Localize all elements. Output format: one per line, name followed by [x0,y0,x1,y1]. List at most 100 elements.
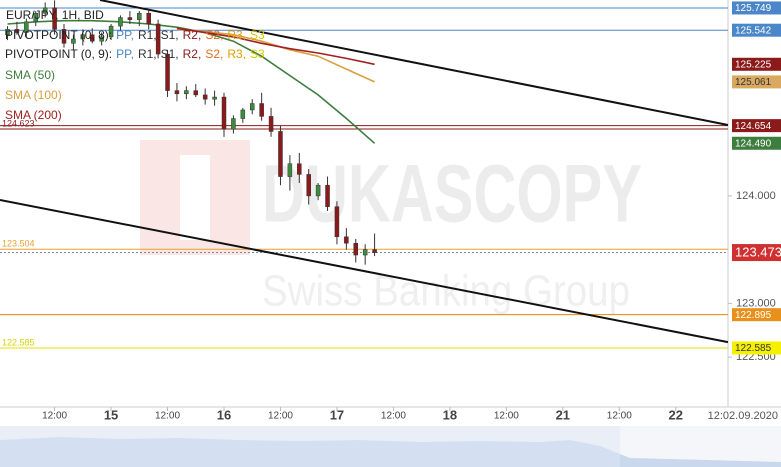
x-tick-label: 16 [217,407,231,422]
x-tick-label: 12:00 [155,411,180,422]
candle-body [362,249,368,256]
watermark-tagline: Swiss Banking Group [262,267,630,316]
legend-item: S3 [250,47,265,61]
legend-item: S3 [250,28,265,42]
candle-body [221,96,227,130]
price-label: 125.542 [735,25,772,36]
y-tick-label: 124.000 [736,190,776,202]
legend-item: R1, [138,28,157,42]
price-label: 124.490 [735,138,772,149]
candle-body [42,7,48,14]
candle-body [353,242,359,256]
candle-body [165,53,170,91]
candle-body [344,236,349,244]
candle-body [259,103,264,117]
candle-body [297,163,302,175]
candle-body [202,94,208,100]
candle-body [127,17,133,20]
price-label-bg [732,136,781,150]
y-tick-label: 123.000 [736,297,776,309]
watermark: DUKASCOPY Swiss Banking Group [140,140,642,316]
candle-body [146,12,151,25]
legend-item: S1, [161,47,179,61]
x-tick-label: 17 [330,407,344,422]
candle-body [99,36,104,42]
legend-sma: SMA (200) [5,108,62,122]
candle-body [231,118,236,130]
sma-line [176,27,375,66]
candle-body [14,29,20,33]
legend-item: PP, [116,47,134,61]
price-label-bg [732,75,781,89]
price-label: 122.895 [735,310,772,321]
x-tick-label: 12:00 [494,411,519,422]
price-label-bg [732,57,781,71]
x-tick-label: 15 [104,407,118,422]
x-tick-label: 21 [556,407,570,422]
x-tick-label: 12:00 [381,411,406,422]
candle-body [108,25,114,38]
price-label: 124.654 [735,121,772,132]
x-tick-label: 12:00 [42,411,67,422]
x-tick-label: 22 [669,407,683,422]
x-tick-label: 12:00 [607,411,632,422]
candle-body [212,96,217,100]
price-label-bg [732,1,781,15]
candle-body [240,109,246,119]
candle-body [184,90,189,95]
legend-item: S2, [205,28,223,42]
candle-body [61,29,67,44]
candle-body [155,23,161,55]
price-label: 123.473 [735,244,781,259]
price-label-bg [732,308,781,322]
candle-body [334,206,340,238]
candle-body [137,12,142,20]
legend-item: R3, [227,47,246,61]
candle-body [118,17,123,27]
legend-pivot: PIVOTPOINT (0, 9): PP, R1, S1, R2, S2, R3, S3 [5,47,265,61]
x-end-label: 12:02.09.2020 [708,410,778,422]
candle-body [80,34,86,40]
candle-body [287,163,293,177]
x-tick-label: 12:00 [268,411,293,422]
candle-body [315,184,321,197]
price-label-bg [732,23,781,37]
legend-title: EUR/JPY, 1H, BID [6,8,104,22]
candle-body [193,90,199,96]
candle-body [306,174,311,197]
candle-body [52,7,57,30]
legend-sma: SMA (50) [5,68,55,82]
legend-prefix: PIVOTPOINT (0, 9): [5,47,112,61]
legend-item: R2, [183,28,202,42]
navigator-window [0,426,620,467]
price-label: 122.585 [735,343,772,354]
price-label: 125.225 [735,59,772,70]
legend-item: S1, [161,28,179,42]
candle-body [268,116,274,132]
candle-body [278,131,283,177]
candle-body [5,29,10,35]
legend-prefix: PIVOTPOINT (0, 8): [5,28,112,42]
price-label: 125.061 [735,77,772,88]
legend-pivot: PIVOTPOINT (0, 8): PP, R1, S1, R2, S2, R3, S3 [5,28,265,42]
candle-body [33,12,39,23]
candle-body [249,103,255,111]
legend-item: PP, [116,28,134,42]
candle-body [372,249,377,253]
legend-item: R3, [227,28,246,42]
legend-item: S2, [205,47,223,61]
legend-item: R2, [183,47,202,61]
level-label: 124.623 [2,118,35,128]
price-label-bg [732,244,781,262]
candle-body [71,38,76,44]
trendline [99,0,729,126]
level-label: 123.504 [2,239,35,249]
candle-body [174,90,180,95]
watermark-logo-cut [180,155,210,240]
price-label-bg [732,119,781,133]
price-label: 125.749 [735,3,772,14]
trendline [0,199,729,344]
level-label: 122.585 [2,337,35,347]
